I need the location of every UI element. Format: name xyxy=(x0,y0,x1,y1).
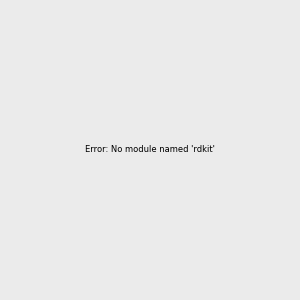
Text: Error: No module named 'rdkit': Error: No module named 'rdkit' xyxy=(85,146,215,154)
